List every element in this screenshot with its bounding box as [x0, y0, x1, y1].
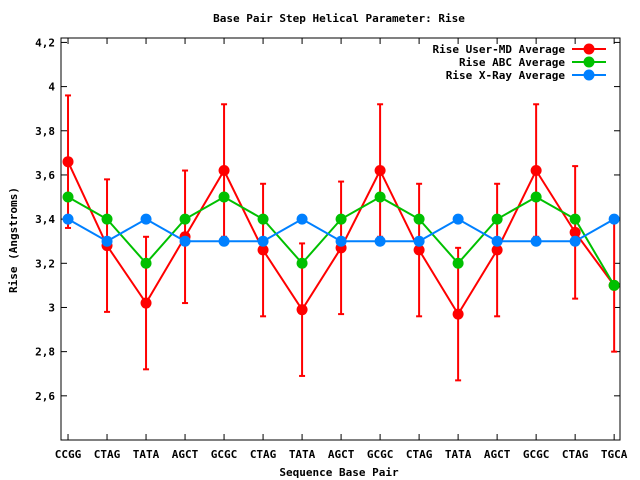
y-tick-label: 2,6	[35, 390, 55, 403]
legend-label: Rise ABC Average	[459, 56, 565, 69]
data-point	[491, 235, 503, 247]
data-point	[530, 191, 542, 203]
legend-label: Rise User-MD Average	[433, 43, 566, 56]
data-point	[218, 235, 230, 247]
x-tick-label: TATA	[133, 448, 160, 461]
data-point	[608, 213, 620, 225]
data-point	[569, 213, 581, 225]
x-tick-label: CTAG	[94, 448, 121, 461]
data-point	[296, 213, 308, 225]
data-point	[491, 213, 503, 225]
data-point	[491, 244, 503, 256]
data-point	[179, 235, 191, 247]
y-tick-label: 3,4	[35, 213, 55, 226]
data-point	[335, 213, 347, 225]
legend-label: Rise X-Ray Average	[446, 69, 566, 82]
x-tick-label: CCGG	[55, 448, 82, 461]
y-tick-label: 3	[48, 301, 55, 314]
legend-marker	[583, 69, 595, 81]
data-point	[257, 244, 269, 256]
legend-marker	[583, 43, 595, 55]
data-point	[374, 165, 386, 177]
data-point	[62, 191, 74, 203]
y-axis-label: Rise (Angstroms)	[7, 187, 20, 293]
data-point	[335, 235, 347, 247]
series-1	[62, 191, 620, 291]
x-tick-label: TATA	[289, 448, 316, 461]
data-point	[179, 213, 191, 225]
data-point	[218, 165, 230, 177]
data-point	[140, 257, 152, 269]
data-point	[218, 191, 230, 203]
chart-title: Base Pair Step Helical Parameter: Rise	[213, 12, 465, 25]
data-point	[296, 304, 308, 316]
y-tick-label: 3,8	[35, 125, 55, 138]
y-tick-label: 3,2	[35, 257, 55, 270]
x-tick-label: GCGC	[211, 448, 238, 461]
x-axis-label: Sequence Base Pair	[279, 466, 399, 479]
data-point	[62, 213, 74, 225]
x-tick-label: AGCT	[328, 448, 355, 461]
data-point	[569, 226, 581, 238]
x-tick-label: GCGC	[523, 448, 550, 461]
data-point	[530, 235, 542, 247]
data-point	[374, 191, 386, 203]
x-tick-label: CTAG	[250, 448, 277, 461]
legend-marker	[583, 56, 595, 68]
data-point	[413, 213, 425, 225]
data-point	[101, 213, 113, 225]
y-tick-label: 3,6	[35, 169, 55, 182]
data-point	[257, 235, 269, 247]
data-point	[101, 235, 113, 247]
plot-frame	[60, 37, 621, 441]
data-point	[257, 213, 269, 225]
data-point	[374, 235, 386, 247]
x-tick-label: AGCT	[484, 448, 511, 461]
x-tick-label: GCGC	[367, 448, 394, 461]
x-tick-label: TATA	[445, 448, 472, 461]
x-tick-label: CTAG	[562, 448, 589, 461]
x-tick-label: AGCT	[172, 448, 199, 461]
data-point	[413, 235, 425, 247]
y-tick-label: 4	[48, 81, 55, 94]
data-point	[608, 279, 620, 291]
data-point	[530, 165, 542, 177]
y-tick-label: 2,8	[35, 346, 55, 359]
data-point	[140, 297, 152, 309]
data-point	[413, 244, 425, 256]
data-point	[452, 257, 464, 269]
series-2	[62, 213, 620, 247]
x-tick-label: TGCA	[601, 448, 628, 461]
data-point	[452, 308, 464, 320]
x-tick-label: CTAG	[406, 448, 433, 461]
data-point	[296, 257, 308, 269]
data-point	[62, 156, 74, 168]
y-tick-label: 4,2	[35, 36, 55, 49]
data-point	[569, 235, 581, 247]
data-point	[452, 213, 464, 225]
data-point	[140, 213, 152, 225]
